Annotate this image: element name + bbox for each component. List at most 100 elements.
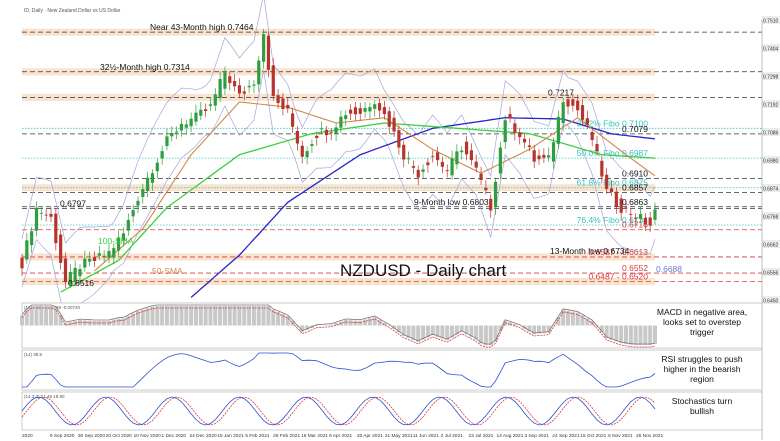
x-tick-13: 21 May 2021: [385, 433, 413, 439]
y-tick-box-6: [762, 128, 780, 136]
macd-bar-40: [213, 306, 218, 326]
candle-body-18: [107, 250, 111, 258]
macd-bar-120: [599, 325, 604, 333]
candlesticks: [20, 29, 657, 289]
macd-bar-50: [261, 306, 266, 326]
candle-body-80: [406, 158, 411, 160]
macd-bar-22: [126, 315, 131, 326]
candle-body-21: [121, 233, 126, 241]
annotation-0-6863: 0.6863: [622, 197, 648, 207]
level-label-1: 32½-Month high 0.7314: [100, 62, 190, 72]
level-label-7: 61.8% Fibo 0.6875: [577, 178, 649, 188]
x-tick-6: 24 Dec 2020: [189, 433, 217, 439]
candle-body-95: [479, 173, 483, 180]
candle-body-61: [315, 135, 319, 138]
candle-body-41: [218, 78, 222, 98]
candle-body-53: [276, 95, 280, 104]
y-tick-box-4: [762, 184, 780, 192]
macd-bar-33: [179, 306, 184, 326]
macd-bar-20: [116, 318, 121, 326]
candle-body-107: [537, 155, 541, 160]
candle-body-86: [435, 152, 440, 161]
label-sma-100: 100-SMA: [98, 236, 134, 246]
candle-body-116: [580, 105, 585, 120]
x-tick-19: 24 Sep 2021: [552, 433, 580, 439]
price-levels: Near 43-Month high 0.7464 32½-Month high …: [22, 22, 762, 282]
subpanel-line-macd: [21, 304, 656, 345]
candle-body-125: [624, 207, 628, 209]
candle-body-109: [547, 155, 551, 158]
candle-body-11: [73, 267, 77, 282]
y-tick-box-1: [762, 268, 780, 276]
x-tick-7: 15 Jan 2021: [217, 433, 244, 439]
candle-body-42: [223, 72, 227, 89]
macd-bar-35: [189, 306, 194, 326]
subpanel-frame-rsi: [21, 349, 763, 391]
y-tick-4: 0.6874: [763, 187, 779, 193]
macd-bar-1: [24, 309, 29, 326]
macd-bar-106: [532, 325, 537, 335]
macd-bar-78: [396, 325, 401, 333]
candle-body-118: [590, 132, 594, 140]
annotation-0-6516: 0.6516: [68, 278, 94, 288]
candle-body-27: [150, 173, 155, 183]
macd-bar-68: [348, 320, 353, 326]
candle-body-26: [146, 177, 150, 192]
subpanel-frame-stochastics: [21, 391, 763, 431]
candle-body-108: [542, 154, 546, 158]
candle-body-52: [271, 65, 275, 96]
macd-bar-31: [169, 306, 174, 326]
macd-bar-37: [198, 306, 203, 326]
macd-bar-91: [459, 325, 464, 332]
macd-bar-102: [512, 324, 517, 326]
macd-bar-83: [421, 325, 426, 340]
macd-bar-104: [522, 325, 527, 329]
candle-body-56: [290, 113, 295, 127]
macd-bar-41: [218, 306, 223, 326]
candle-body-31: [170, 132, 174, 137]
macd-bar-43: [227, 306, 232, 326]
macd-bar-8: [58, 314, 63, 326]
macd-bar-46: [242, 306, 247, 326]
candle-body-68: [348, 109, 353, 114]
candle-body-112: [561, 102, 565, 124]
subpanel-note-macd-2: trigger: [690, 327, 714, 337]
macd-bar-67: [343, 319, 348, 326]
candle-body-19: [112, 248, 116, 258]
bollinger-upper: [21, 0, 656, 244]
candle-body-29: [160, 151, 164, 159]
chart-title: NZDUSD - Daily chart: [340, 261, 507, 280]
candle-body-87: [440, 161, 444, 167]
candle-body-43: [228, 76, 232, 84]
x-tick-20: 15 Oct 2021: [580, 433, 606, 439]
candle-body-48: [252, 84, 256, 86]
sma-50-line: [94, 101, 656, 272]
candle-body-121: [605, 174, 609, 189]
macd-bar-21: [121, 318, 126, 326]
macd-bar-117: [585, 318, 590, 326]
candle-body-10: [68, 271, 72, 285]
x-tick-11: 9 Apr 2021: [329, 433, 353, 439]
macd-bar-23: [131, 313, 136, 326]
macd-bar-69: [353, 320, 358, 326]
macd-bar-38: [203, 306, 208, 326]
level-label-11: 76.4% Fibo 0.6734: [577, 215, 649, 225]
macd-bar-13: [82, 320, 87, 326]
candle-body-57: [295, 131, 300, 144]
macd-bar-4: [39, 306, 44, 326]
candle-body-129: [643, 217, 647, 225]
candle-body-128: [638, 214, 643, 219]
macd-bar-24: [135, 311, 140, 326]
macd-bar-44: [232, 306, 237, 326]
x-tick-10: 19 Mar 2021: [301, 433, 328, 439]
subpanel-note-stochastics-1: bullish: [690, 406, 714, 416]
candle-body-110: [551, 142, 556, 162]
level-label-15: 0.6487 - 0.6520: [588, 272, 648, 282]
candle-body-6: [49, 213, 53, 217]
level-label-4: 0.7079: [622, 124, 648, 134]
macd-bar-79: [401, 325, 406, 336]
candle-body-124: [619, 198, 623, 213]
candle-body-89: [450, 158, 454, 176]
x-tick-12: 30 Apr 2021: [357, 433, 383, 439]
